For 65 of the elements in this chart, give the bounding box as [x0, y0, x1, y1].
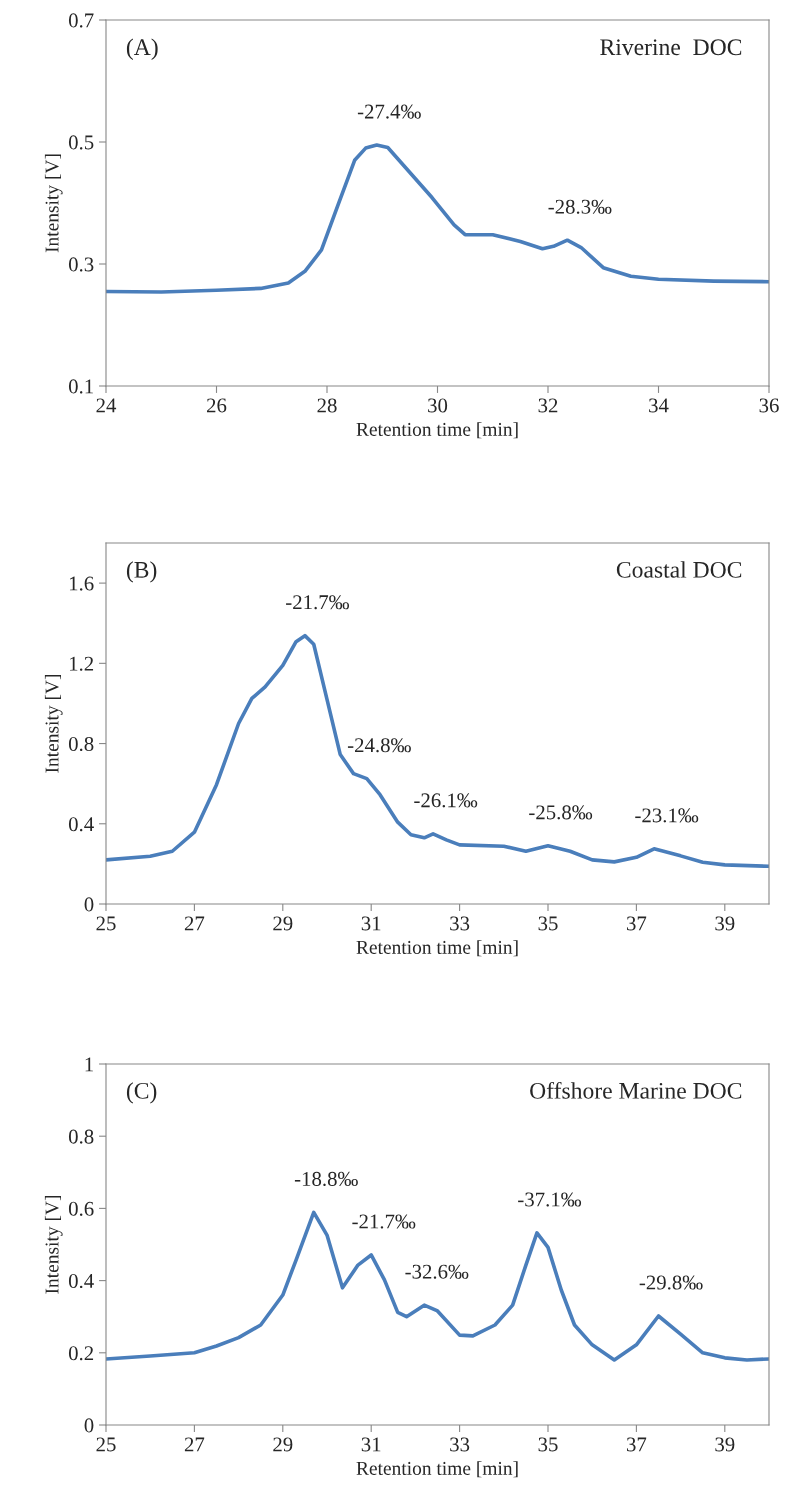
y-tick-label: 0.1 — [68, 379, 93, 394]
y-tick-label: 0.8 — [68, 1129, 94, 1144]
annotation: -24.8‰ — [347, 738, 411, 753]
annotation: -26.1‰ — [414, 793, 478, 808]
x-tick-label: 29 — [273, 1437, 293, 1452]
annotation: Riverine DOC — [600, 39, 742, 56]
line-series — [106, 633, 769, 869]
x-tick-label: 24 — [96, 398, 117, 413]
x-tick-label: 25 — [96, 916, 116, 931]
x-tick-label: 31 — [361, 1437, 381, 1452]
x-tick-label: 26 — [207, 398, 227, 413]
annotation: -18.8‰ — [294, 1171, 358, 1187]
x-tick-label: 27 — [184, 916, 205, 931]
annotation: -28.3‰ — [548, 199, 612, 214]
y-tick-label: 0.4 — [68, 1273, 94, 1289]
annotation: -32.6‰ — [405, 1264, 469, 1279]
y-axis-title: Intensity [V] — [44, 154, 63, 253]
x-tick-label: 36 — [759, 398, 779, 413]
annotation: -25.8‰ — [529, 805, 593, 820]
annotation: -23.1‰ — [635, 808, 699, 823]
x-tick-label: 37 — [626, 1437, 647, 1452]
x-tick-label: 28 — [317, 398, 337, 413]
y-tick-label: 1.6 — [69, 576, 94, 591]
annotation: (C) — [126, 1082, 157, 1104]
y-tick-label: 1.2 — [69, 656, 94, 671]
x-tick-label: 29 — [273, 916, 293, 931]
y-tick-label: 0 — [84, 1418, 94, 1433]
x-axis-title: Retention time [min] — [356, 422, 518, 439]
x-tick-label: 39 — [715, 916, 735, 931]
x-tick-label: 37 — [626, 916, 647, 931]
x-tick-label: 33 — [450, 1437, 470, 1452]
annotation: -37.1‰ — [518, 1192, 582, 1207]
y-tick-label: 0.2 — [68, 1346, 94, 1361]
x-tick-label: 39 — [715, 1437, 735, 1452]
y-tick-label: 0.7 — [68, 13, 94, 28]
x-tick-label: 32 — [538, 398, 558, 413]
x-tick-label: 35 — [538, 916, 558, 931]
annotation: -21.7‰ — [352, 1214, 416, 1229]
y-tick-label: 0.6 — [68, 1201, 94, 1216]
annotation: -29.8‰ — [639, 1275, 703, 1290]
line-series — [106, 143, 769, 294]
y-tick-label: 0.8 — [68, 736, 94, 752]
y-axis-title: Intensity [V] — [44, 1195, 63, 1294]
x-tick-label: 34 — [649, 398, 669, 413]
x-axis-title: Retention time [min] — [356, 940, 518, 957]
y-tick-label: 0.5 — [68, 135, 94, 150]
annotation: Coastal DOC — [616, 561, 742, 578]
x-tick-label: 30 — [428, 398, 448, 413]
x-tick-label: 33 — [450, 916, 470, 931]
annotation: -27.4‰ — [357, 104, 421, 119]
y-tick-label: 0.3 — [68, 257, 94, 272]
y-axis-title: Intensity [V] — [44, 674, 63, 773]
annotation: (A) — [126, 38, 158, 60]
line-series — [106, 1210, 769, 1362]
y-tick-label: 0 — [84, 897, 94, 912]
y-tick-label: 1 — [85, 1057, 93, 1072]
annotation: -21.7‰ — [286, 595, 350, 610]
x-tick-label: 31 — [361, 916, 381, 931]
x-tick-label: 25 — [96, 1437, 116, 1452]
x-axis-title: Retention time [min] — [356, 1461, 518, 1478]
x-tick-label: 35 — [538, 1437, 558, 1452]
annotation: Offshore Marine DOC — [530, 1081, 742, 1099]
annotation: (B) — [126, 561, 157, 583]
y-tick-label: 0.4 — [68, 817, 94, 832]
x-tick-label: 27 — [184, 1437, 205, 1452]
